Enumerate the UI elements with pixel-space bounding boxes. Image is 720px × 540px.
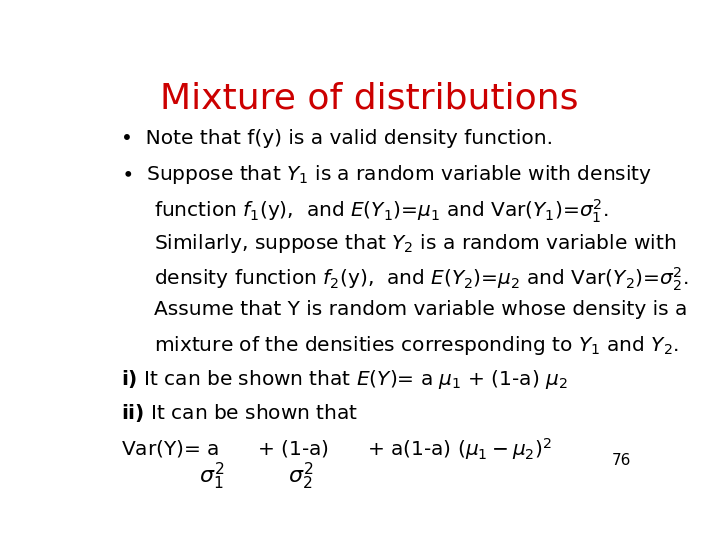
Text: $\mathbf{ii)}$ It can be shown that: $\mathbf{ii)}$ It can be shown that <box>121 402 358 424</box>
Text: Similarly, suppose that $Y_2$ is a random variable with: Similarly, suppose that $Y_2$ is a rando… <box>154 232 676 254</box>
Text: Mixture of distributions: Mixture of distributions <box>160 82 578 116</box>
Text: $\mathbf{i)}$ It can be shown that $E(Y)$= a $\mu_1$ + (1-a) $\mu_2$: $\mathbf{i)}$ It can be shown that $E(Y)… <box>121 368 567 391</box>
Text: density function $f_2$(y),  and $E(Y_2)$=$\mu_2$ and Var$(Y_2)$=$\sigma_2^2$.: density function $f_2$(y), and $E(Y_2)$=… <box>154 266 689 293</box>
Text: 76: 76 <box>612 453 631 468</box>
Text: $\sigma_1^2$: $\sigma_1^2$ <box>199 461 224 492</box>
Text: Assume that Y is random variable whose density is a: Assume that Y is random variable whose d… <box>154 300 688 319</box>
Text: mixture of the densities corresponding to $Y_1$ and $Y_2$.: mixture of the densities corresponding t… <box>154 334 679 357</box>
Text: function $f_1$(y),  and $E(Y_1)$=$\mu_1$ and Var$(Y_1)$=$\sigma_1^2$.: function $f_1$(y), and $E(Y_1)$=$\mu_1$ … <box>154 198 608 225</box>
Text: •  Note that f(y) is a valid density function.: • Note that f(y) is a valid density func… <box>121 129 553 149</box>
Text: Var(Y)= a      + (1-a)      + a(1-a) $(\mu_1 - \mu_2)^2$: Var(Y)= a + (1-a) + a(1-a) $(\mu_1 - \mu… <box>121 436 552 462</box>
Text: $\sigma_2^2$: $\sigma_2^2$ <box>288 461 313 492</box>
Text: $\bullet$  Suppose that $Y_1$ is a random variable with density: $\bullet$ Suppose that $Y_1$ is a random… <box>121 163 652 186</box>
